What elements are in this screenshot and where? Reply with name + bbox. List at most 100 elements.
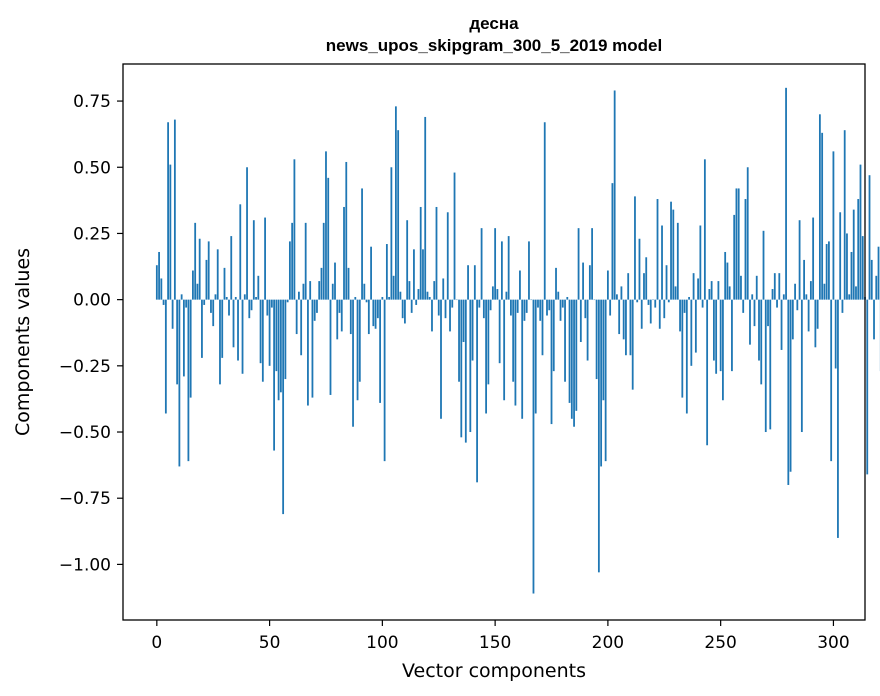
bar: [162, 299, 165, 305]
bar: [852, 209, 855, 300]
bar: [338, 299, 341, 313]
bar: [685, 299, 688, 414]
bar: [701, 299, 704, 308]
bar: [334, 262, 336, 300]
bar: [566, 296, 569, 300]
bar: [185, 299, 188, 308]
bar: [286, 299, 289, 303]
bar: [597, 299, 600, 573]
bar: [841, 299, 844, 313]
bar: [219, 299, 221, 385]
bar: [798, 220, 801, 300]
x-tick-label: 100: [366, 633, 398, 653]
bar: [821, 132, 824, 300]
bar: [555, 267, 557, 300]
bar: [814, 299, 817, 348]
bar: [618, 299, 621, 335]
bar: [487, 299, 490, 385]
bar: [568, 299, 571, 403]
bar: [690, 299, 693, 366]
bar: [318, 281, 321, 300]
bar: [539, 299, 542, 321]
bar: [241, 299, 244, 374]
bar: [724, 251, 727, 300]
bar: [216, 249, 219, 300]
bar: [304, 222, 307, 300]
bar: [681, 299, 684, 398]
bar: [410, 299, 413, 313]
bar: [176, 299, 179, 385]
bar: [688, 296, 690, 300]
bar: [352, 299, 354, 427]
bar: [812, 217, 815, 300]
bar: [755, 275, 758, 300]
bar: [676, 222, 679, 300]
bar: [491, 286, 494, 300]
bar: [625, 299, 627, 356]
bar: [870, 259, 873, 300]
bar: [225, 296, 228, 300]
bar: [500, 241, 503, 300]
bar: [832, 151, 835, 300]
bar: [602, 299, 605, 401]
bar: [778, 273, 781, 300]
bar: [311, 299, 314, 398]
bar: [476, 299, 478, 483]
bar: [575, 299, 578, 411]
bar: [413, 249, 415, 300]
bar: [356, 299, 359, 401]
bar: [363, 283, 366, 300]
bar: [180, 294, 183, 300]
bar: [467, 265, 469, 300]
bar: [629, 299, 632, 356]
x-tick-label: 50: [259, 633, 281, 653]
bar: [316, 299, 318, 313]
bar: [203, 299, 206, 305]
bar: [584, 299, 587, 319]
bar: [534, 299, 537, 414]
bar: [638, 238, 641, 300]
bar: [437, 299, 440, 316]
bar: [837, 299, 839, 538]
bar: [440, 299, 442, 419]
bar: [442, 278, 445, 300]
bar: [579, 299, 582, 342]
bar: [697, 278, 699, 300]
y-tick-label: −0.75: [59, 489, 111, 509]
bar: [496, 289, 499, 300]
bar: [823, 283, 826, 300]
bar: [178, 299, 181, 467]
bar: [336, 299, 339, 340]
bar: [645, 257, 648, 300]
bar: [588, 265, 591, 300]
bar: [577, 228, 580, 300]
bar: [710, 281, 713, 300]
bar: [672, 209, 675, 300]
bar: [460, 299, 463, 438]
bar: [171, 299, 174, 329]
bar: [873, 299, 875, 340]
bar: [279, 299, 282, 393]
bar: [462, 299, 465, 342]
bar: [408, 281, 411, 300]
bar: [634, 196, 636, 300]
bar: [381, 296, 384, 300]
bar: [370, 246, 372, 300]
bar: [712, 299, 715, 361]
bar: [663, 299, 666, 319]
bar: [374, 299, 377, 329]
bar: [737, 188, 740, 300]
bar: [464, 299, 467, 443]
bar: [647, 299, 650, 305]
bar: [313, 299, 316, 321]
bar: [246, 167, 248, 300]
bar: [758, 299, 760, 361]
bar: [160, 278, 163, 300]
bar: [239, 204, 242, 300]
bar: [782, 294, 785, 300]
bar: [658, 299, 661, 329]
bar: [791, 299, 794, 340]
bar: [298, 291, 300, 300]
bar: [855, 286, 857, 300]
bar: [404, 299, 406, 324]
